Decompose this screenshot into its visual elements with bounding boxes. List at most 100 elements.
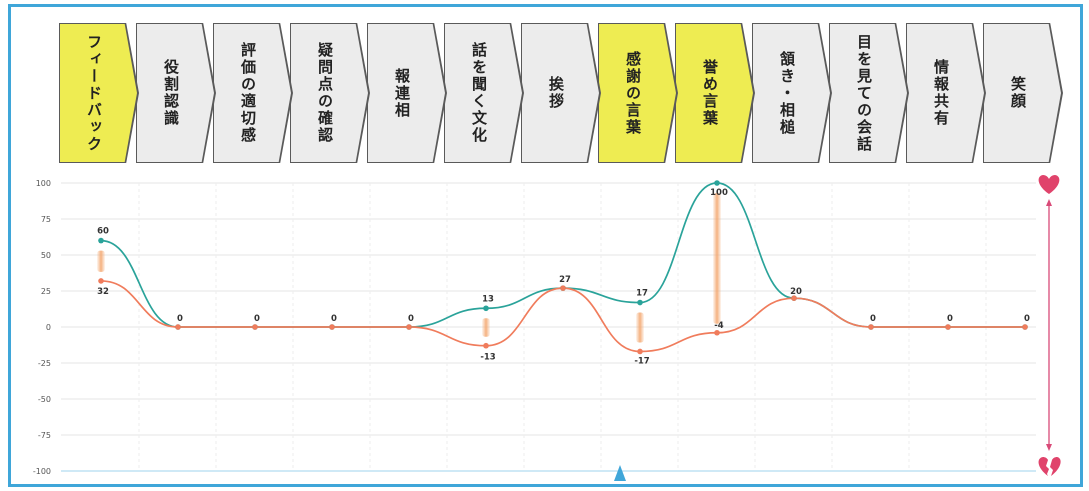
data-point xyxy=(329,324,335,330)
data-label: -4 xyxy=(714,321,724,331)
step-chevron: フィードバック xyxy=(59,23,139,163)
y-tick-label: -75 xyxy=(38,431,51,440)
series-lines xyxy=(100,182,1025,353)
data-label: 20 xyxy=(790,287,802,297)
step-label: 感謝の言葉 xyxy=(624,50,642,136)
data-label: -17 xyxy=(634,356,649,366)
step-label: 疑問点の確認 xyxy=(316,42,334,144)
step-label: 目を見ての会話 xyxy=(855,33,873,153)
step-chevron-body: 情報共有 xyxy=(907,24,984,162)
step-chevron-body: 感謝の言葉 xyxy=(599,24,676,162)
data-point xyxy=(175,324,181,330)
data-point xyxy=(483,342,489,349)
gap-bar xyxy=(482,318,490,337)
data-point xyxy=(1022,324,1028,330)
step-chevron: 目を見ての会話 xyxy=(829,23,909,163)
data-point xyxy=(945,324,951,330)
y-tick-label: 50 xyxy=(41,251,51,260)
data-point xyxy=(714,329,720,336)
data-label: 0 xyxy=(177,314,183,324)
step-label: 挨拶 xyxy=(547,76,565,110)
data-label: 0 xyxy=(254,314,260,324)
step-chevron-body: 役割認識 xyxy=(137,24,214,162)
data-label: 32 xyxy=(97,287,109,297)
step-label: 報連相 xyxy=(393,67,411,119)
heart-icon xyxy=(1038,175,1060,194)
step-chevron-body: 目を見ての会話 xyxy=(830,24,907,162)
gap-bar xyxy=(713,193,721,324)
line-chart: 100 75 50 25 0 -25 -50 -75 -100 60 32 0 0 0 0 13 -13 27 1… xyxy=(33,175,1061,481)
step-label: 笑顔 xyxy=(1009,76,1027,110)
step-chevron-body: 頷き・相槌 xyxy=(753,24,830,162)
broken-heart-icon xyxy=(1038,457,1061,476)
data-label: 60 xyxy=(97,227,109,237)
step-chevron: 誉め言葉 xyxy=(675,23,755,163)
y-tick-label: 25 xyxy=(41,287,51,296)
gap-markers xyxy=(97,193,721,343)
data-point xyxy=(483,305,489,312)
data-label: -13 xyxy=(480,353,495,363)
gap-bar xyxy=(97,250,105,272)
data-point xyxy=(868,324,874,330)
range-arrow-head-top xyxy=(1046,199,1052,206)
step-chevron: 挨拶 xyxy=(521,23,601,163)
step-chevron-body: 笑顔 xyxy=(984,24,1061,162)
step-chevron: 笑顔 xyxy=(983,23,1063,163)
step-chevron-body: 話を聞く文化 xyxy=(445,24,522,162)
data-label: 0 xyxy=(408,314,414,324)
step-chevron-body: 挨拶 xyxy=(522,24,599,162)
y-tick-label: -100 xyxy=(33,467,51,476)
data-label: 0 xyxy=(1024,314,1030,324)
step-chevron: 評価の適切感 xyxy=(213,23,293,163)
data-labels: 60 32 0 0 0 0 13 -13 27 17 -17 100 -4 20 0 0 0 xyxy=(97,188,1030,366)
chart-frame: フィードバック 役割認識 評価の適切感 疑問点の確認 報連相 話を聞く文化 挨拶 感謝の言葉 誉… xyxy=(8,4,1083,487)
chart-decorations xyxy=(614,175,1061,481)
y-tick-label: 100 xyxy=(36,179,51,188)
step-label: 情報共有 xyxy=(932,59,950,127)
data-point xyxy=(637,348,643,355)
step-chevron-body: 疑問点の確認 xyxy=(291,24,368,162)
step-chevron-body: 評価の適切感 xyxy=(214,24,291,162)
step-label: 話を聞く文化 xyxy=(470,42,488,144)
step-label: 役割認識 xyxy=(162,59,180,127)
data-point xyxy=(791,295,797,301)
step-chevron: 疑問点の確認 xyxy=(290,23,370,163)
step-label: 評価の適切感 xyxy=(239,42,257,144)
data-point xyxy=(98,278,104,284)
step-chevron: 感謝の言葉 xyxy=(598,23,678,163)
step-chevron: 役割認識 xyxy=(136,23,216,163)
data-point xyxy=(98,237,104,244)
step-chevron-row: フィードバック 役割認識 評価の適切感 疑問点の確認 報連相 話を聞く文化 挨拶 感謝の言葉 誉… xyxy=(59,23,1069,163)
y-tick-label: 75 xyxy=(41,215,51,224)
series-line xyxy=(100,280,1025,353)
y-tick-label: -50 xyxy=(38,395,51,404)
data-point xyxy=(714,180,720,186)
step-chevron: 報連相 xyxy=(367,23,447,163)
data-label: 0 xyxy=(947,314,953,324)
gap-bar xyxy=(636,312,644,343)
step-label: 頷き・相槌 xyxy=(778,50,796,136)
step-label: フィードバック xyxy=(85,33,103,153)
step-label: 誉め言葉 xyxy=(701,59,719,127)
y-tick-label: 0 xyxy=(46,323,51,332)
data-label: 17 xyxy=(636,289,648,299)
step-chevron: 話を聞く文化 xyxy=(444,23,524,163)
data-point xyxy=(637,299,643,306)
data-label: 0 xyxy=(870,314,876,324)
step-chevron-body: 報連相 xyxy=(368,24,445,162)
data-label: 13 xyxy=(482,294,494,304)
step-chevron-body: 誉め言葉 xyxy=(676,24,753,162)
step-chevron: 情報共有 xyxy=(906,23,986,163)
data-point xyxy=(560,285,566,291)
series-points xyxy=(98,180,1028,355)
range-arrow-head-bottom xyxy=(1046,444,1052,451)
data-point xyxy=(252,324,258,330)
step-chevron: 頷き・相槌 xyxy=(752,23,832,163)
data-label: 0 xyxy=(331,314,337,324)
position-marker-triangle xyxy=(614,465,626,481)
data-point xyxy=(406,324,412,330)
data-label: 100 xyxy=(710,188,728,198)
y-tick-label: -25 xyxy=(38,359,51,368)
step-chevron-body: フィードバック xyxy=(60,24,137,162)
y-axis-ticks: 100 75 50 25 0 -25 -50 -75 -100 xyxy=(33,179,51,476)
